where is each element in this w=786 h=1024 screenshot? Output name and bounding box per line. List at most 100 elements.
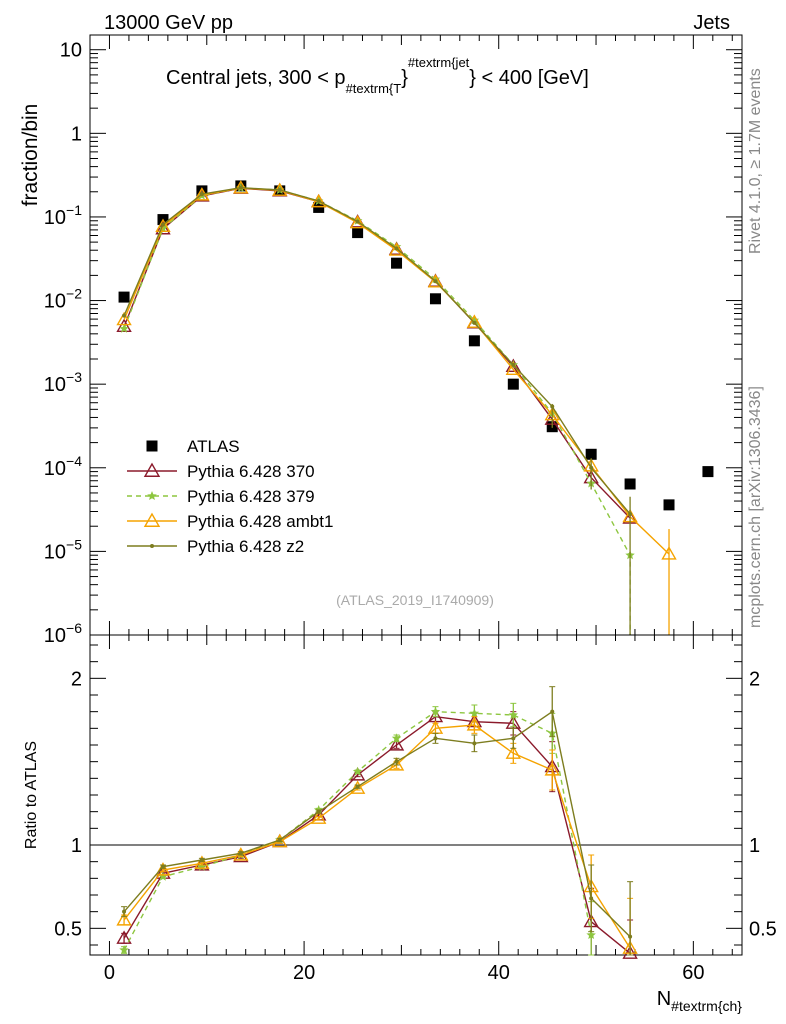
- ratio-line-pythia-6-428-z2: [123, 710, 631, 938]
- ratio-series-pythia-6-428-379: [119, 702, 596, 956]
- main-series-layer: [116, 180, 714, 635]
- legend-label: ATLAS: [187, 437, 240, 456]
- ratio-point-pythia-6-428-379: [391, 733, 402, 743]
- data-point-pythia-6-428-z2: [511, 362, 516, 367]
- main-y-tick-exponent: −4: [66, 453, 82, 469]
- series-line-pythia-6-428-z2: [123, 186, 631, 515]
- data-point-atlas: [702, 466, 714, 478]
- data-point-atlas: [352, 227, 364, 239]
- ratio-point-pythia-6-428-z2: [589, 896, 594, 901]
- mcplots-reference-label: mcplots.cern.ch [arXiv:1306.3436]: [747, 386, 764, 628]
- title-tail-text: } < 400 [GeV]: [469, 67, 589, 89]
- x-tick-label: 40: [488, 962, 510, 984]
- ratio-point-pythia-6-428-ambt1: [194, 855, 210, 869]
- data-point-pythia-6-428-z2: [433, 279, 438, 284]
- ratio-y-tick-label-left: 2: [71, 668, 82, 690]
- svg-text:Central jets, 300 < p#textrm{T: Central jets, 300 < p#textrm{T}#textrm{j…: [166, 55, 589, 96]
- ratio-point-pythia-6-428-370: [388, 737, 405, 751]
- data-point-pythia-6-428-ambt1: [388, 242, 405, 256]
- legend-label: Pythia 6.428 370: [187, 462, 315, 481]
- title-main-text: Central jets, 300 < p: [166, 67, 346, 89]
- main-error-bars: [551, 403, 670, 635]
- data-point-pythia-6-428-z2: [160, 222, 165, 227]
- ratio-point-pythia-6-428-z2: [394, 759, 399, 764]
- data-point-pythia-6-428-z2: [355, 219, 360, 224]
- legend-entry-pythia-6-428-379: Pythia 6.428 379: [127, 487, 315, 506]
- ratio-y-tick-label-left: 1: [71, 835, 82, 857]
- main-y-tick-base: 10: [44, 458, 66, 480]
- ratio-point-pythia-6-428-ambt1: [466, 717, 483, 731]
- ratio-point-pythia-6-428-ambt1: [155, 862, 171, 876]
- data-point-pythia-6-428-379: [430, 274, 441, 284]
- data-point-pythia-6-428-z2: [316, 199, 321, 204]
- data-point-atlas: [118, 291, 130, 303]
- legend-label: Pythia 6.428 379: [187, 487, 315, 506]
- data-point-atlas: [313, 201, 325, 213]
- main-y-tick-base: 10: [44, 374, 66, 396]
- data-point-pythia-6-428-z2: [472, 320, 477, 325]
- x-axis-title: N#textrm{ch}: [657, 988, 743, 1014]
- ratio-point-pythia-6-428-z2: [511, 736, 516, 741]
- data-point-pythia-6-428-379: [469, 315, 480, 325]
- main-y-tick-base: 10: [44, 291, 66, 313]
- ratio-point-pythia-6-428-z2: [238, 851, 243, 856]
- legend-marker: [143, 462, 161, 477]
- ratio-point-pythia-6-428-z2: [628, 934, 633, 939]
- data-point-atlas: [663, 499, 675, 511]
- main-y-tick-exponent: −1: [66, 202, 82, 218]
- title-subscript: #textrm{T: [346, 81, 402, 96]
- ratio-point-pythia-6-428-ambt1: [116, 912, 132, 926]
- ratio-point-pythia-6-428-z2: [316, 809, 321, 814]
- rivet-version-label: Rivet 4.1.0, ≥ 1.7M events: [747, 68, 764, 254]
- main-y-axis-title: fraction/bin: [19, 104, 42, 207]
- main-y-tick-label: 10−5: [44, 536, 82, 563]
- title-superscript: #textrm{jet: [408, 55, 470, 70]
- data-point-pythia-6-428-ambt1: [310, 193, 327, 208]
- main-y-tick-label: 10−2: [44, 286, 82, 313]
- data-point-pythia-6-428-379: [119, 323, 129, 333]
- ratio-point-pythia-6-428-z2: [160, 864, 165, 869]
- data-point-pythia-6-428-z2: [238, 185, 243, 190]
- data-point-pythia-6-428-ambt1: [116, 311, 132, 326]
- ratio-point-pythia-6-428-z2: [199, 858, 204, 862]
- x-axis-title-sub: #textrm{ch}: [671, 998, 742, 1014]
- x-tick-label: 60: [682, 962, 704, 984]
- ratio-point-pythia-6-428-z2: [472, 741, 477, 746]
- legend-label: Pythia 6.428 ambt1: [187, 512, 333, 531]
- legend-entry-pythia-6-428-ambt1: Pythia 6.428 ambt1: [127, 512, 333, 531]
- data-point-atlas: [585, 448, 597, 460]
- data-point-pythia-6-428-z2: [199, 192, 204, 197]
- title-close-brace: }: [401, 67, 408, 89]
- ratio-series-pythia-6-428-ambt1: [116, 716, 638, 956]
- main-series-pythia-6-428-379: [119, 183, 635, 635]
- legend-label: Pythia 6.428 z2: [187, 537, 304, 556]
- data-point-pythia-6-428-ambt1: [349, 214, 366, 229]
- ratio-line-pythia-6-428-ambt1: [123, 724, 631, 949]
- x-tick-label: 0: [104, 962, 115, 984]
- main-y-tick-base: 10: [44, 625, 66, 647]
- data-point-pythia-6-428-ambt1: [466, 314, 483, 328]
- legend-marker: [147, 491, 157, 500]
- data-point-atlas: [468, 335, 480, 347]
- ratio-point-pythia-6-428-379: [158, 871, 168, 881]
- data-point-pythia-6-428-ambt1: [233, 180, 249, 194]
- data-point-atlas: [391, 257, 403, 269]
- main-y-tick-exponent: −2: [66, 286, 82, 302]
- ratio-point-pythia-6-428-370: [116, 930, 132, 944]
- data-point-atlas: [429, 293, 441, 305]
- ratio-line-pythia-6-428-379: [123, 710, 592, 951]
- data-point-pythia-6-428-ambt1: [427, 274, 444, 288]
- main-y-tick-exponent: −6: [66, 620, 82, 636]
- legend-marker: [143, 512, 161, 527]
- data-point-atlas: [507, 378, 519, 390]
- ratio-point-pythia-6-428-379: [586, 930, 596, 939]
- legend-marker: [146, 440, 158, 452]
- data-point-atlas: [624, 478, 636, 490]
- main-series-pythia-6-428-z2: [122, 185, 633, 517]
- ratio-point-pythia-6-428-z2: [122, 909, 127, 914]
- ratio-point-pythia-6-428-379: [508, 710, 519, 719]
- ratio-point-pythia-6-428-z2: [355, 784, 360, 789]
- data-point-pythia-6-428-370: [116, 318, 132, 333]
- main-y-tick-label: 10−6: [44, 620, 82, 647]
